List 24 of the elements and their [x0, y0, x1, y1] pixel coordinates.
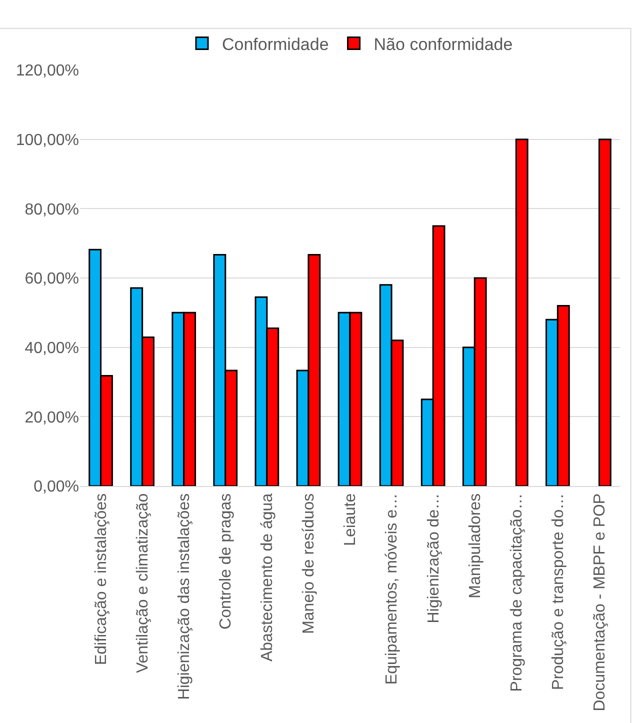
- y-tick-label: 0,00%: [34, 478, 79, 496]
- legend-label: Não conformidade: [374, 34, 513, 54]
- x-tick-label: Controle de pragas: [218, 493, 235, 630]
- y-tick-label: 100,00%: [16, 132, 79, 149]
- y-tick-label: 40,00%: [24, 340, 79, 357]
- legend-label: Conformidade: [222, 34, 329, 54]
- bar: [515, 138, 528, 486]
- x-tick-label: Produção e transporte do…: [550, 493, 567, 690]
- bar: [598, 138, 612, 486]
- y-tick-label: 60,00%: [24, 270, 79, 288]
- x-tick-label: Higienização de…: [425, 493, 442, 624]
- x-tick-label: Manejo de resíduos: [300, 493, 318, 634]
- x-tick-label: Edificação e instalações: [92, 493, 110, 666]
- x-tick-label: Leiaute: [342, 493, 360, 546]
- y-tick-label: 20,00%: [24, 409, 79, 426]
- x-tick-label: Equipamentos, móveis e…: [384, 493, 401, 685]
- x-tick-label: Ventilação e climatização: [134, 493, 152, 674]
- x-tick-label: Higienização das instalações: [176, 493, 194, 700]
- x-tick-label: Manipuladores: [466, 493, 484, 598]
- x-tick-label: Documentação - MBPF e POP: [591, 493, 608, 712]
- y-tick-label: 80,00%: [24, 201, 79, 218]
- y-tick-label: 120,00%: [16, 62, 79, 80]
- x-tick-label: Abastecimento de água: [259, 493, 276, 662]
- x-tick-label: Programa de capacitação…: [508, 493, 526, 692]
